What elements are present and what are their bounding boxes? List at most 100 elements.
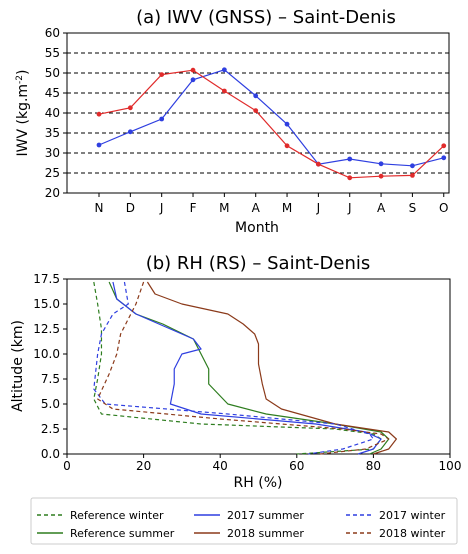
- panel-a-data-point-2018: [190, 67, 196, 73]
- panel-b-y-axis-label: Altitude (km): [10, 320, 26, 412]
- legend-label: 2018 winter: [379, 527, 446, 540]
- panel-b-y-tick-label: 15.0: [33, 297, 60, 311]
- legend-item: 2018 summer: [194, 527, 304, 540]
- panel-a-y-tick-label: 60: [45, 26, 60, 40]
- panel-a-x-tick-label: J: [316, 201, 321, 215]
- panel-b-series-line-2017-summer: [112, 281, 382, 455]
- panel-a-y-ticks: 20 25 30 35 40 45 50 55 60: [45, 26, 67, 200]
- panel-b-y-tick-label: 10.0: [33, 347, 60, 361]
- legend-label: 2017 summer: [227, 509, 304, 522]
- legend-label: Reference summer: [70, 527, 175, 540]
- panel-a-series: [96, 67, 447, 181]
- panel-a-title: (a) IWV (GNSS) – Saint-Denis: [136, 7, 396, 28]
- panel-a-data-point-2017: [253, 93, 259, 99]
- legend-label: Reference winter: [70, 509, 164, 522]
- panel-b-y-tick-label: 5.0: [41, 397, 60, 411]
- panel-a-y-tick-label: 45: [45, 86, 60, 100]
- panel-a-data-point-2017: [190, 77, 196, 83]
- panel-a-x-tick-label: O: [439, 201, 448, 215]
- panel-a-x-tick-label: J: [159, 201, 164, 215]
- panel-b-y-tick-label: 2.5: [41, 422, 60, 436]
- panel-a-data-point-2018: [315, 161, 321, 167]
- panel-b-series-line-2017-winter: [93, 281, 374, 455]
- panel-a-x-tick-label: D: [126, 201, 135, 215]
- panel-b-y-ticks: 0.0 2.5 5.0 7.5 10.0 12.5 15.0 17.5: [33, 272, 67, 461]
- panel-b-y-tick-label: 0.0: [41, 447, 60, 461]
- legend-label: 2018 summer: [227, 527, 304, 540]
- panel-a-data-point-2018: [127, 105, 133, 111]
- panel-b-series-line-reference-summer: [108, 281, 390, 455]
- legend-item: 2018 winter: [346, 527, 446, 540]
- legend-item: 2017 summer: [194, 509, 304, 522]
- legend-item: Reference winter: [37, 509, 164, 522]
- panel-a-iwv-chart: (a) IWV (GNSS) – Saint-Denis 20 25 30 35 40 4…: [15, 7, 450, 236]
- panel-a-data-point-2017: [284, 121, 290, 127]
- panel-b-series-line-2018-summer: [146, 281, 397, 455]
- panel-a-series-line-2018: [98, 69, 445, 179]
- panel-b-series-line-reference-winter: [93, 281, 382, 455]
- panel-a-data-point-2017: [378, 161, 384, 167]
- panel-a-x-tick-label: S: [409, 201, 417, 215]
- legend-item: 2017 winter: [346, 509, 446, 522]
- panel-b-title: (b) RH (RS) – Saint-Denis: [146, 253, 371, 274]
- panel-b-x-tick-label: 80: [366, 459, 381, 473]
- panel-a-y-tick-label: 35: [45, 126, 60, 140]
- panel-a-data-point-2017: [441, 155, 447, 161]
- panel-a-data-point-2017: [410, 163, 415, 169]
- legend-item: Reference summer: [37, 527, 175, 540]
- legend-items: Reference winter Reference summer 2017 sum…: [37, 509, 446, 540]
- panel-a-x-tick-label: M: [219, 201, 229, 215]
- panel-a-x-tick-label: J: [347, 201, 352, 215]
- panel-a-data-point-2018: [253, 108, 259, 113]
- panel-a-data-point-2017: [96, 142, 102, 148]
- panel-a-data-point-2018: [347, 175, 353, 181]
- panel-a-data-point-2018: [441, 143, 447, 149]
- panel-b-frame: [66, 278, 451, 455]
- panel-a-series-line-2017: [98, 69, 444, 167]
- panel-b-x-tick-label: 0: [63, 459, 71, 473]
- panel-b-y-tick-label: 12.5: [33, 322, 60, 336]
- panel-a-data-point-2017: [159, 116, 165, 122]
- panel-b-y-tick-label: 17.5: [33, 272, 60, 286]
- panel-b-y-tick-label: 7.5: [41, 372, 60, 386]
- panel-b-x-tick-label: 60: [289, 459, 304, 473]
- panel-a-x-axis-label: Month: [235, 220, 279, 236]
- panel-a-y-axis-label-main: IWV (kg.m: [15, 84, 31, 157]
- panel-b-rh-chart: (b) RH (RS) – Saint-Denis 0.0 2.5 5.0 7.5 10…: [10, 253, 461, 491]
- panel-a-x-tick-label: F: [190, 201, 197, 215]
- legend: Reference winter Reference summer 2017 sum…: [30, 497, 458, 545]
- panel-a-data-point-2018: [159, 72, 165, 77]
- panel-a-data-point-2018: [378, 173, 384, 179]
- panel-a-data-point-2018: [410, 173, 415, 178]
- legend-frame: [30, 497, 458, 545]
- panel-a-y-axis-label: IWV (kg.m-2): [15, 70, 31, 157]
- panel-b-x-tick-label: 20: [136, 459, 151, 473]
- legend-label: 2017 winter: [379, 509, 446, 522]
- panel-a-data-point-2018: [221, 88, 227, 94]
- panel-a-data-point-2017: [347, 156, 353, 162]
- panel-a-y-tick-label: 20: [45, 186, 60, 200]
- panel-a-y-tick-label: 55: [45, 46, 60, 60]
- panel-a-y-tick-label: 25: [45, 166, 60, 180]
- panel-a-x-tick-label: N: [95, 201, 104, 215]
- panel-b-x-axis-label: RH (%): [234, 475, 283, 491]
- panel-b-series: [93, 281, 397, 455]
- panel-a-data-point-2017: [221, 67, 227, 73]
- panel-a-data-point-2017: [127, 129, 133, 135]
- panel-a-y-axis-label-superscript: -2: [15, 75, 25, 84]
- panel-b-x-tick-label: 100: [439, 459, 462, 473]
- panel-b-x-ticks: 0 20 40 60 80 100: [63, 454, 461, 473]
- panel-a-data-point-2018: [96, 111, 102, 117]
- panel-a-x-tick-label: M: [282, 201, 292, 215]
- panel-a-y-axis-label-tail: ): [15, 70, 31, 75]
- panel-a-y-tick-label: 30: [45, 146, 60, 160]
- panel-a-x-tick-label: A: [377, 201, 386, 215]
- panel-b-series-line-2018-winter: [97, 281, 390, 455]
- panel-a-x-tick-label: A: [252, 201, 261, 215]
- panel-a-y-tick-label: 50: [45, 66, 60, 80]
- panel-a-y-tick-label: 40: [45, 106, 60, 120]
- panel-b-x-tick-label: 40: [213, 459, 228, 473]
- panel-a-data-point-2018: [284, 143, 290, 149]
